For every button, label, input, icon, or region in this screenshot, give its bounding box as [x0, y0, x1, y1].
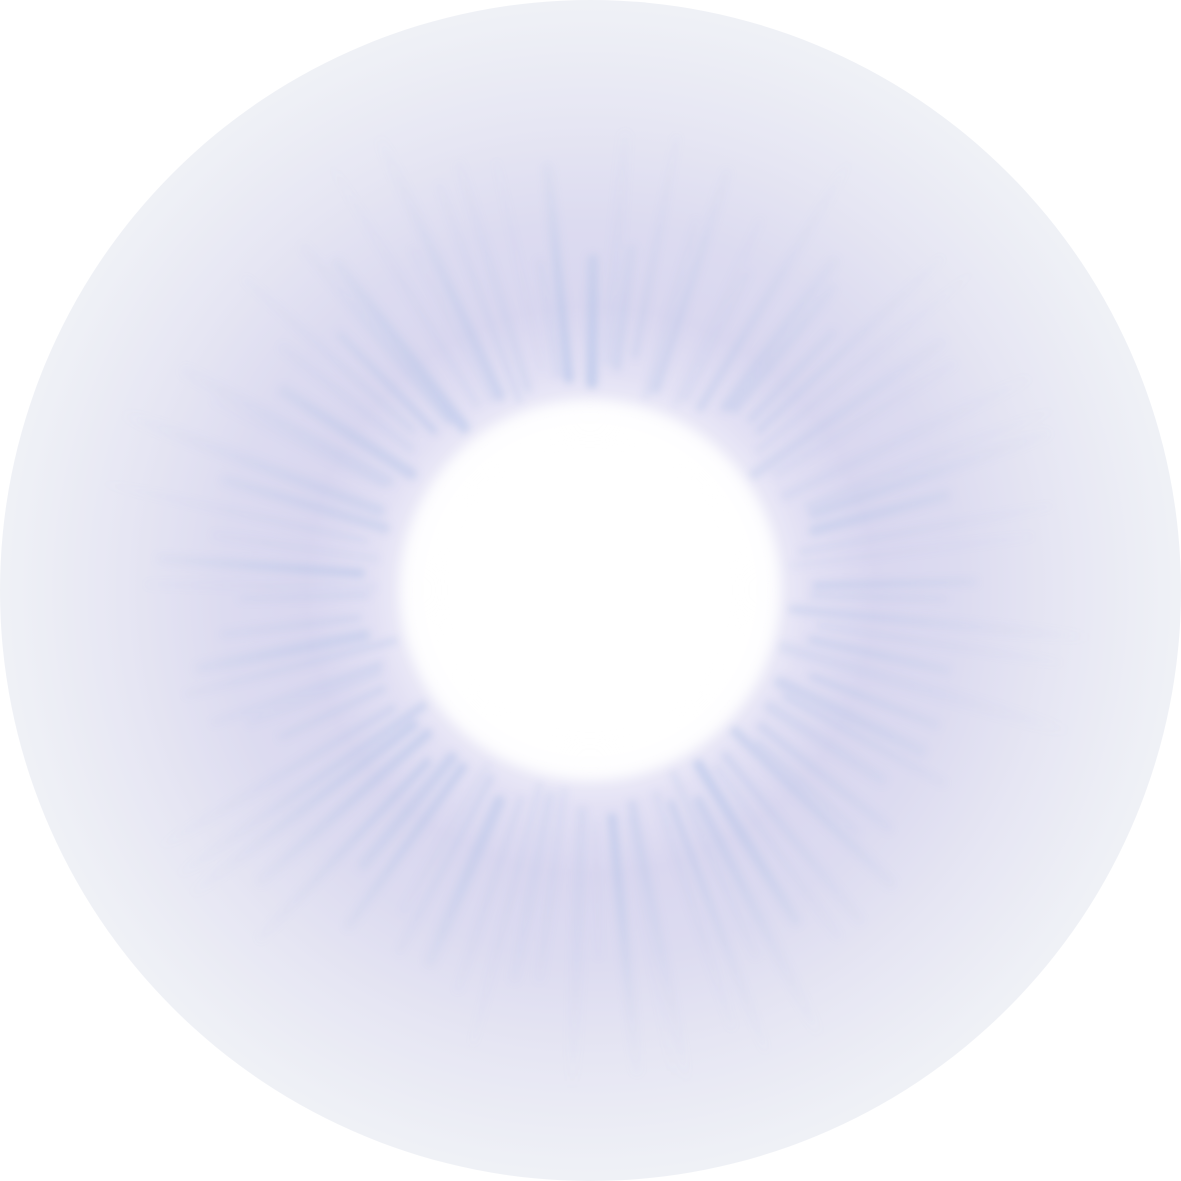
- light-ray: [278, 385, 418, 480]
- light-ray: [354, 90, 505, 402]
- light-ray: [612, 244, 636, 372]
- light-ray: [777, 641, 1111, 749]
- light-ray: [756, 722, 893, 833]
- light-ray: [772, 360, 957, 478]
- light-ray: [774, 676, 927, 757]
- light-ray: [410, 246, 495, 403]
- light-ray: [242, 276, 416, 434]
- light-ray: [803, 393, 1091, 509]
- light-ray: [730, 284, 836, 414]
- light-ray: [542, 162, 574, 384]
- light-ray: [755, 739, 860, 835]
- light-ray: [586, 254, 599, 389]
- light-ray: [83, 477, 368, 543]
- light-ray: [211, 532, 380, 563]
- light-ray: [400, 762, 491, 914]
- light-ray: [652, 790, 736, 1030]
- light-ray: [798, 504, 1054, 554]
- light-ray: [155, 704, 397, 852]
- light-ray: [566, 806, 588, 1108]
- light-ray: [807, 635, 950, 675]
- light-ray: [185, 638, 398, 697]
- light-ray: [748, 337, 946, 480]
- light-ray: [756, 270, 974, 453]
- light-ray: [344, 762, 467, 930]
- light-ray: [179, 365, 395, 488]
- light-ray: [436, 183, 522, 403]
- light-ray: [668, 799, 769, 1053]
- light-ray: [536, 258, 562, 379]
- light-ray: [755, 256, 944, 434]
- light-ray: [788, 605, 1116, 644]
- light-ray: [720, 256, 839, 413]
- light-ray: [628, 799, 696, 1107]
- light-ray: [331, 257, 470, 434]
- light-ray: [220, 475, 391, 534]
- light-ray: [780, 374, 1032, 501]
- light-ray: [673, 217, 763, 407]
- light-ray: [730, 726, 896, 889]
- light-ray: [607, 812, 642, 1076]
- light-ray: [626, 815, 681, 1113]
- light-ray: [455, 160, 533, 394]
- light-ray: [278, 685, 387, 740]
- light-ray: [782, 694, 946, 786]
- light-ray: [643, 218, 699, 400]
- light-ray: [721, 751, 864, 924]
- light-ray: [681, 269, 751, 403]
- light-ray: [138, 701, 428, 904]
- light-ray: [246, 667, 384, 726]
- light-ray: [220, 614, 362, 638]
- light-ray: [315, 142, 481, 408]
- light-ray: [212, 399, 385, 488]
- light-ray: [494, 160, 544, 371]
- light-ray: [812, 579, 978, 588]
- light-ray: [456, 796, 523, 992]
- light-ray: [299, 243, 453, 425]
- light-ray: [808, 673, 940, 729]
- light-ray: [632, 135, 679, 359]
- light-ray: [593, 821, 601, 959]
- light-ray: [357, 751, 458, 871]
- light-ray: [714, 764, 842, 940]
- light-ray: [279, 343, 415, 453]
- light-ray: [747, 329, 837, 424]
- light-ray: [535, 786, 568, 982]
- light-ray: [211, 661, 384, 725]
- light-ray: [144, 581, 377, 591]
- light-ray: [194, 629, 371, 674]
- light-ray: [808, 490, 951, 536]
- light-ray: [816, 623, 1061, 665]
- light-ray: [255, 728, 433, 886]
- light-ray: [693, 759, 801, 926]
- light-ray: [156, 554, 365, 578]
- bright-core: [400, 400, 780, 780]
- light-ray: [696, 150, 858, 412]
- light-ray: [809, 592, 948, 602]
- light-ray: [602, 130, 631, 367]
- light-ray: [397, 774, 494, 954]
- light-ray: [789, 533, 1034, 569]
- light-ray: [509, 790, 556, 983]
- light-ray: [763, 700, 888, 785]
- light-ray: [693, 795, 833, 1057]
- light-ray: [651, 168, 731, 395]
- light-ray: [808, 428, 1052, 519]
- light-ray: [150, 720, 419, 927]
- light-ray: [239, 593, 370, 601]
- light-ray: [669, 769, 759, 959]
- light-ray: [336, 331, 438, 435]
- ray-group: [83, 90, 1116, 1113]
- light-ray: [424, 795, 505, 968]
- light-ray: [471, 781, 542, 1045]
- light-ray: [92, 398, 386, 517]
- light-ray: [257, 758, 432, 942]
